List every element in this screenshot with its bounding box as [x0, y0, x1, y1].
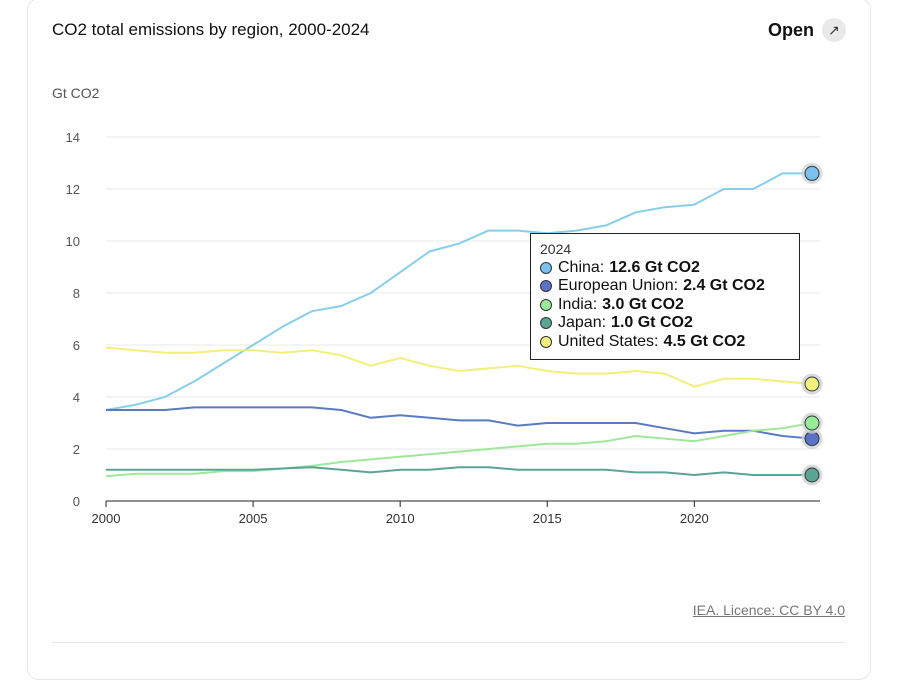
- tooltip-row-japan: Japan: 1.0 Gt CO2: [540, 314, 790, 333]
- y-tick-label-14: 14: [66, 130, 80, 145]
- y-tick-label-4: 4: [73, 390, 80, 405]
- open-label: Open: [767, 19, 814, 40]
- tooltip-series-value: 3.0 Gt CO2: [602, 295, 684, 313]
- series-line-india: [105, 422, 813, 478]
- series-line-japan: [106, 466, 812, 476]
- x-tick-label-2020: 2020: [680, 511, 709, 526]
- y-tick-label-6: 6: [73, 338, 80, 353]
- tooltip-series-name: Japan:: [558, 314, 607, 331]
- y-tick-label-12: 12: [66, 182, 80, 197]
- source-link[interactable]: IEA. Licence: CC BY 4.0: [692, 602, 845, 618]
- open-button[interactable]: Open ↗︎: [768, 18, 846, 42]
- marker-japan: [804, 467, 820, 483]
- series-line-european-union: [106, 406, 813, 440]
- tooltip-series-name: India:: [558, 295, 598, 313]
- tooltip-series-value: 12.6 Gt CO2: [609, 258, 700, 276]
- tooltip-row-united-states: United States: 4.5 Gt CO2: [540, 333, 790, 352]
- x-tick-label-2010: 2010: [386, 511, 415, 526]
- x-tick-label-2000: 2000: [92, 511, 121, 526]
- tooltip-dot-japan: [540, 317, 552, 330]
- external-expand-icon: ↗︎: [822, 18, 846, 42]
- tooltip-series-value: 2.4 Gt CO2: [683, 277, 765, 294]
- y-tick-label-0: 0: [73, 494, 80, 509]
- tooltip-dot-united-states: [540, 335, 552, 348]
- y-axis-unit-label: Gt CO2: [52, 85, 100, 101]
- tooltip-dot-india: [540, 298, 552, 311]
- tooltip-series-value: 1.0 Gt CO2: [611, 314, 693, 331]
- marker-united-states: [804, 376, 820, 392]
- tooltip-year: 2024: [540, 241, 572, 257]
- marker-china: [804, 165, 820, 181]
- series-line-china: [105, 172, 812, 411]
- tooltip: 2024 China: 12.6 Gt CO2 European Union: 2.4…: [530, 233, 800, 360]
- y-tick-label-8: 8: [73, 286, 80, 301]
- marker-european-union: [804, 431, 820, 447]
- series-line-united-states: [105, 346, 813, 388]
- tooltip-dot-china: [540, 261, 552, 274]
- y-tick-label-10: 10: [66, 234, 80, 249]
- chart-title: CO2 total emissions by region, 2000-2024: [52, 20, 370, 39]
- tooltip-dot-european-union: [540, 280, 552, 293]
- tooltip-row-china: China: 12.6 Gt CO2: [540, 259, 790, 278]
- tooltip-series-value: 4.5 Gt CO2: [663, 332, 746, 350]
- marker-india: [804, 415, 820, 431]
- tooltip-row-european-union: European Union: 2.4 Gt CO2: [540, 277, 790, 296]
- tooltip-series-name: China:: [558, 258, 605, 276]
- x-tick-label-2015: 2015: [533, 511, 562, 526]
- tooltip-series-name: United States:: [558, 332, 659, 350]
- tooltip-row-india: India: 3.0 Gt CO2: [540, 296, 790, 315]
- divider: [52, 642, 845, 643]
- x-tick-label-2005: 2005: [239, 511, 268, 526]
- y-tick-label-2: 2: [73, 442, 80, 457]
- tooltip-series-name: European Union:: [558, 277, 679, 294]
